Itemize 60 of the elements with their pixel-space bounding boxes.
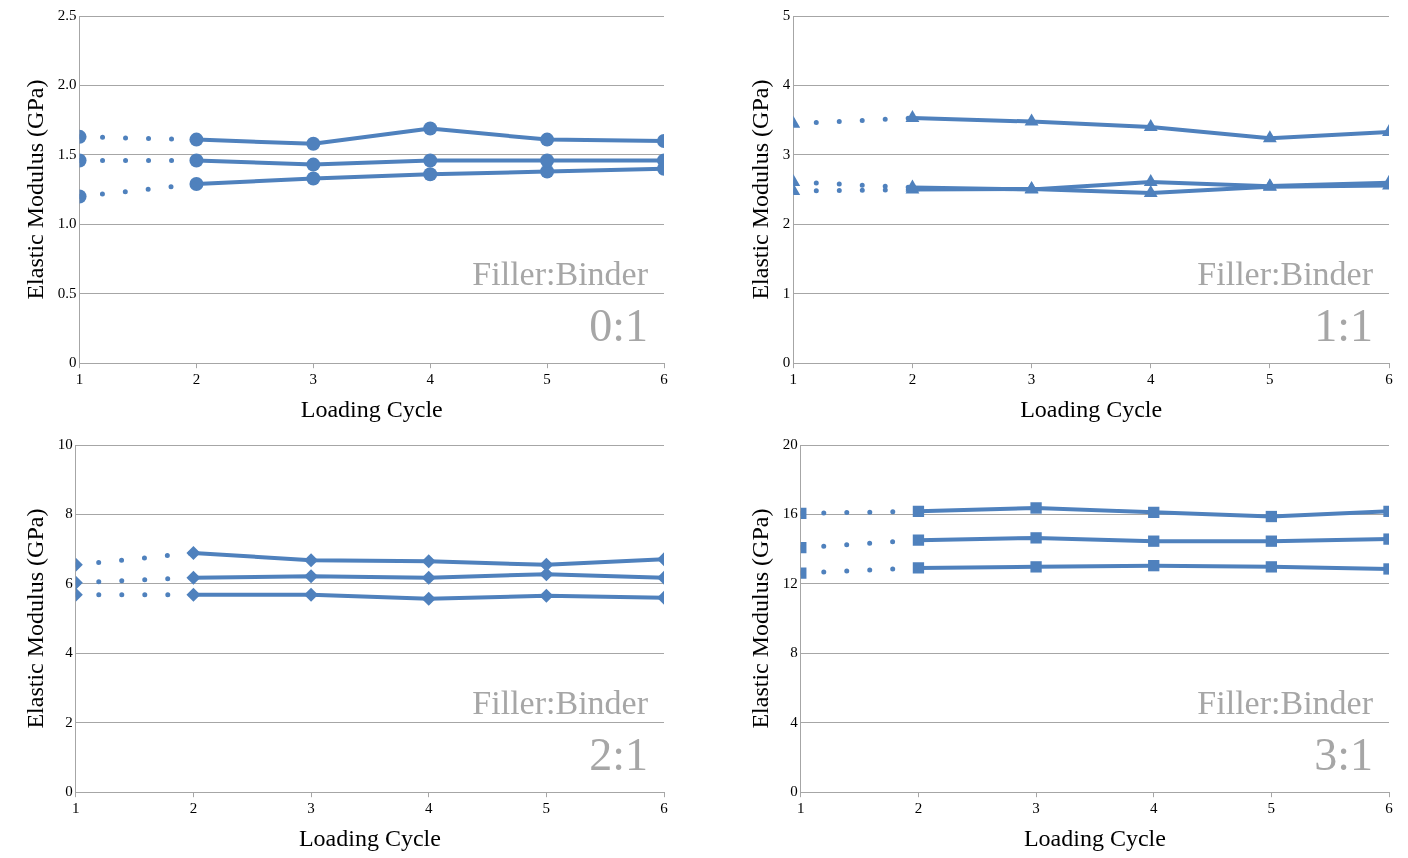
annotation: Filler:Binder xyxy=(1197,684,1374,722)
x-tick-label: 5 xyxy=(543,371,551,388)
y-tick-label: 6 xyxy=(65,574,74,591)
y-tick-label: 2 xyxy=(65,713,73,730)
y-tick-label: 4 xyxy=(782,76,791,93)
y-tick-label: 4 xyxy=(65,644,74,661)
annotation: 3:1 xyxy=(1314,729,1373,781)
y-tick-label: 0 xyxy=(782,354,791,371)
y-tick-label: 16 xyxy=(782,505,799,522)
x-tick-label: 4 xyxy=(1146,371,1155,388)
y-tick-label: 3 xyxy=(782,145,791,162)
x-axis-title: Loading Cycle xyxy=(300,395,443,422)
y-tick-label: 1.5 xyxy=(57,145,77,162)
y-tick-label: 8 xyxy=(65,505,73,522)
y-tick-label: 20 xyxy=(782,435,798,452)
x-tick-label: 6 xyxy=(1385,371,1394,388)
x-tick-label: 5 xyxy=(542,800,551,817)
x-tick-label: 2 xyxy=(914,800,923,817)
y-tick-label: 0 xyxy=(790,783,798,800)
x-tick-label: 3 xyxy=(1032,800,1040,817)
x-axis-title: Loading Cycle xyxy=(298,824,441,851)
y-tick-label: 8 xyxy=(790,644,798,661)
x-tick-label: 2 xyxy=(908,371,917,388)
y-tick-label: 1 xyxy=(782,284,791,301)
y-axis-title: Elastic Modulus (GPa) xyxy=(21,508,48,729)
x-tick-label: 4 xyxy=(1149,800,1158,817)
x-tick-label: 5 xyxy=(1267,800,1276,817)
y-tick-label: 0 xyxy=(69,354,77,371)
annotation: Filler:Binder xyxy=(1197,255,1374,293)
y-tick-label: 2.0 xyxy=(57,76,77,93)
x-tick-label: 6 xyxy=(1385,800,1394,817)
x-axis-title: Loading Cycle xyxy=(1023,824,1166,851)
y-axis-title: Elastic Modulus (GPa) xyxy=(746,508,773,729)
x-tick-label: 5 xyxy=(1266,371,1274,388)
y-tick-label: 4 xyxy=(790,713,799,730)
y-tick-label: 12 xyxy=(782,574,798,591)
x-tick-label: 6 xyxy=(660,800,669,817)
y-tick-label: 10 xyxy=(57,435,73,452)
y-tick-label: 2 xyxy=(782,215,791,232)
x-tick-label: 3 xyxy=(309,371,318,388)
x-tick-label: 2 xyxy=(189,800,198,817)
annotation: 1:1 xyxy=(1314,300,1373,352)
y-tick-label: 1.0 xyxy=(57,215,77,232)
x-tick-label: 6 xyxy=(660,371,669,388)
annotation: Filler:Binder xyxy=(472,684,649,722)
x-tick-label: 3 xyxy=(307,800,315,817)
annotation: 0:1 xyxy=(589,300,648,352)
y-tick-label: 5 xyxy=(782,6,791,23)
x-axis-title: Loading Cycle xyxy=(1020,395,1163,422)
y-tick-label: 2.5 xyxy=(57,6,77,23)
x-tick-label: 2 xyxy=(192,371,201,388)
x-tick-label: 4 xyxy=(424,800,433,817)
annotation: Filler:Binder xyxy=(472,255,649,293)
y-tick-label: 0 xyxy=(65,783,73,800)
y-tick-label: 0.5 xyxy=(57,284,77,301)
x-tick-label: 3 xyxy=(1027,371,1036,388)
y-axis-title: Elastic Modulus (GPa) xyxy=(746,79,773,300)
annotation: 2:1 xyxy=(589,729,648,781)
y-axis-title: Elastic Modulus (GPa) xyxy=(21,79,48,300)
x-tick-label: 4 xyxy=(426,371,435,388)
